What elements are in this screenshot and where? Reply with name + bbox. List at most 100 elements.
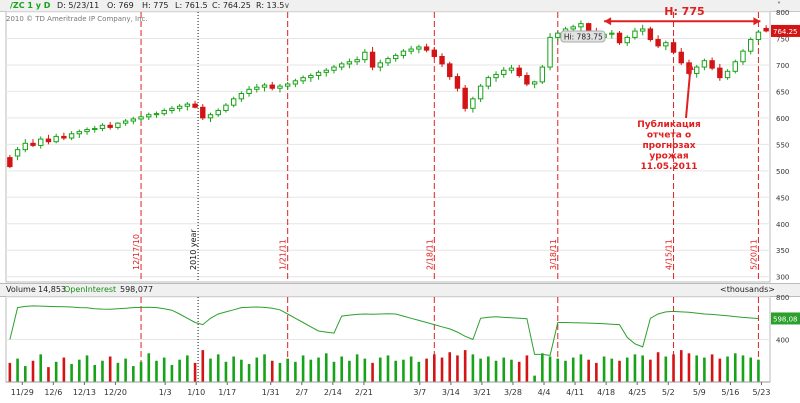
candle-body xyxy=(138,116,144,120)
price-tick-label: 800 xyxy=(776,9,789,17)
volume-bar xyxy=(710,354,714,382)
volume-bar xyxy=(641,355,644,382)
candle-body xyxy=(284,83,291,87)
volume-bar xyxy=(78,359,81,382)
low-label: L: 761.5 xyxy=(175,1,208,10)
candle-body xyxy=(709,60,715,69)
candle-body xyxy=(624,36,630,44)
candle-body xyxy=(524,75,530,85)
volume-bar xyxy=(201,350,205,382)
candle-body xyxy=(207,114,214,119)
candle-body xyxy=(616,32,623,44)
openinterest-label: OpenInterest xyxy=(64,285,117,294)
candle-body xyxy=(693,66,700,74)
volume-bar xyxy=(16,358,19,382)
price-tick-label: 450 xyxy=(776,194,789,202)
event-marker-label: 4/15/11 xyxy=(665,239,674,270)
volume-bar xyxy=(456,355,459,382)
hi-badge: Hi: 783.75 xyxy=(564,33,603,42)
volume-bar xyxy=(556,358,560,382)
candle-body xyxy=(22,142,28,151)
h-label: H: 775 xyxy=(664,5,704,18)
volume-bar xyxy=(510,359,513,382)
event-marker-label: 5/20/11 xyxy=(749,239,758,270)
volume-bar xyxy=(255,357,259,382)
candle-body xyxy=(447,63,453,78)
volume-bar xyxy=(425,358,428,382)
candle-body xyxy=(755,31,762,41)
candle-body xyxy=(53,135,59,143)
volume-bar xyxy=(409,356,413,382)
candle-body xyxy=(408,48,414,52)
candle-body xyxy=(570,26,576,30)
volume-bar xyxy=(587,359,590,382)
candle-body xyxy=(609,32,615,35)
candle-body xyxy=(377,62,383,68)
price-tick-label: 650 xyxy=(776,88,789,96)
volume-bar xyxy=(378,357,382,382)
openinterest-line xyxy=(9,305,759,356)
candle-body xyxy=(184,103,191,107)
candle-body xyxy=(647,28,654,41)
candle-body xyxy=(385,58,391,64)
x-tick-label: 3/7 xyxy=(413,388,426,397)
volume-bar xyxy=(672,354,675,382)
candle-body xyxy=(748,39,754,52)
candle-body xyxy=(246,88,252,95)
volume-bar xyxy=(448,352,452,382)
annotation-note-line: прогнозах xyxy=(642,141,695,151)
candle-body xyxy=(315,71,322,77)
candle-body xyxy=(200,106,206,119)
close-label: C: 764.25 xyxy=(212,1,251,10)
date-label: D: 5/23/11 xyxy=(57,1,100,10)
candle-body xyxy=(516,67,522,77)
volume-bar xyxy=(278,362,282,382)
volume-bar xyxy=(664,356,668,382)
symbol-label[interactable]: /ZC 1 y D xyxy=(10,1,51,10)
note-arrow-head xyxy=(686,62,694,71)
candle-body xyxy=(153,113,160,116)
copyright-text: 2010 © TD Ameritrade IP Company, Inc. xyxy=(6,15,148,23)
candle-body xyxy=(146,114,152,118)
candle-body xyxy=(369,51,376,68)
candle-body xyxy=(485,77,492,87)
candle-body xyxy=(107,124,113,128)
candle-body xyxy=(531,81,538,85)
x-tick-label: 2/7 xyxy=(295,388,308,397)
candle-body xyxy=(161,109,167,115)
candle-body xyxy=(724,70,731,79)
candle-body xyxy=(254,86,260,90)
volume-bar xyxy=(433,354,436,382)
volume-bar xyxy=(31,360,35,382)
candle-body xyxy=(431,49,438,57)
candle-body xyxy=(354,59,360,63)
volume-bar xyxy=(355,354,359,382)
x-tick-label: 5/23 xyxy=(752,388,770,397)
volume-bar xyxy=(579,354,583,382)
volume-bar xyxy=(602,356,606,382)
x-tick-label: 4/11 xyxy=(566,388,584,397)
volume-bar xyxy=(23,366,27,382)
candle-body xyxy=(555,32,561,38)
x-tick-label: 3/14 xyxy=(442,388,460,397)
price-tick-label: 300 xyxy=(776,274,789,282)
chevron-down-icon[interactable]: ˅ xyxy=(777,1,781,10)
oi-badge: 598,08 xyxy=(773,315,798,323)
candle-body xyxy=(238,93,245,100)
candle-body xyxy=(393,54,399,60)
volume-bar xyxy=(533,375,536,382)
volume-bar xyxy=(8,362,12,382)
chevron-icon[interactable]: ∨ xyxy=(284,1,290,10)
volume-bar xyxy=(695,355,698,382)
volume-bar xyxy=(317,357,320,382)
candle-body xyxy=(400,50,407,56)
candle-body xyxy=(416,46,422,50)
volume-bar xyxy=(85,355,89,382)
x-tick-label: 3/28 xyxy=(504,388,522,397)
candle-body xyxy=(261,84,268,88)
volume-bar xyxy=(124,358,127,382)
volume-bar xyxy=(247,363,251,382)
volume-bar xyxy=(301,355,305,382)
volume-bar xyxy=(209,358,212,382)
